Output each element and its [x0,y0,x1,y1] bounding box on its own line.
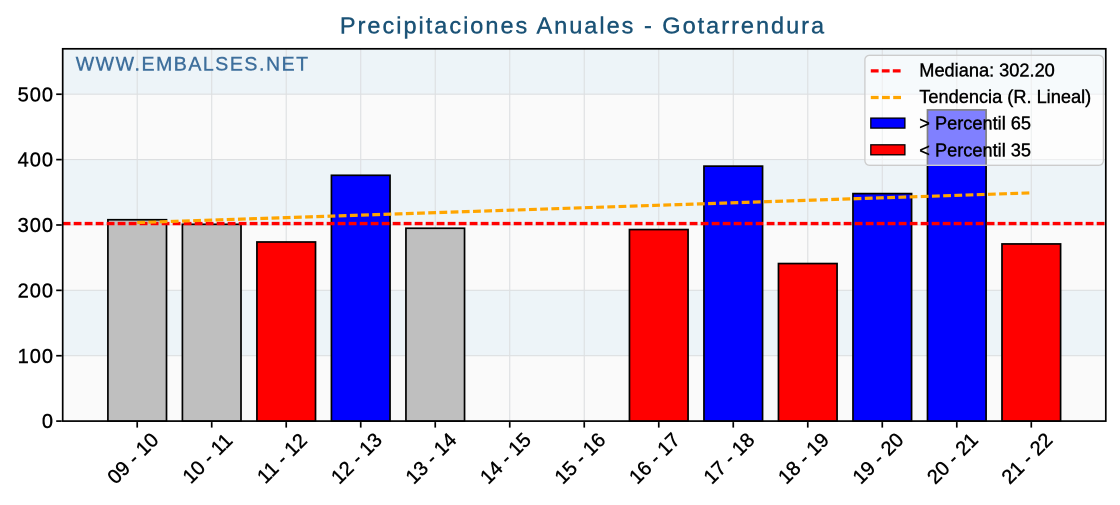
svg-text:WWW.EMBALSES.NET: WWW.EMBALSES.NET [76,54,310,76]
svg-text:Precipitaciones Anuales - Gota: Precipitaciones Anuales - Gotarrendura [340,12,826,38]
svg-text:500: 500 [18,84,54,106]
svg-text:400: 400 [18,150,54,172]
svg-text:< Percentil 35: < Percentil 35 [919,140,1031,160]
svg-text:Tendencia (R. Lineal): Tendencia (R. Lineal) [919,87,1091,107]
svg-text:200: 200 [18,280,54,302]
svg-text:100: 100 [18,346,54,368]
svg-text:> Percentil 65: > Percentil 65 [919,114,1031,134]
svg-text:0: 0 [42,411,54,433]
svg-text:300: 300 [18,215,54,237]
svg-text:Mediana: 302.20: Mediana: 302.20 [919,61,1055,81]
